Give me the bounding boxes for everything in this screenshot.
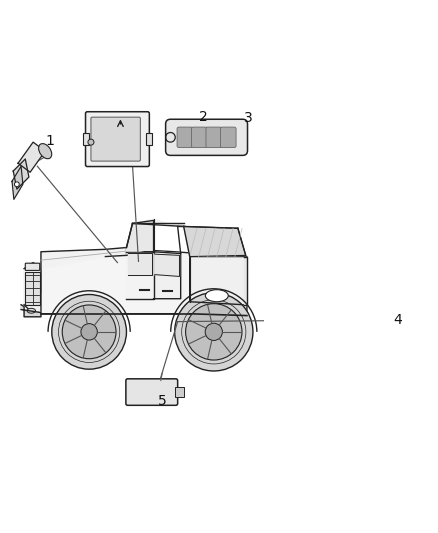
Text: 1: 1 bbox=[45, 134, 54, 148]
Polygon shape bbox=[41, 251, 247, 314]
Bar bbox=[372, 319, 381, 327]
Polygon shape bbox=[132, 219, 184, 227]
Circle shape bbox=[52, 295, 127, 369]
Bar bbox=[25, 272, 40, 305]
Bar bbox=[175, 387, 184, 397]
Circle shape bbox=[175, 293, 253, 371]
Circle shape bbox=[186, 304, 242, 360]
Ellipse shape bbox=[39, 143, 52, 159]
Polygon shape bbox=[127, 221, 154, 255]
FancyBboxPatch shape bbox=[25, 263, 40, 270]
Circle shape bbox=[62, 305, 116, 359]
Polygon shape bbox=[13, 159, 29, 189]
Circle shape bbox=[14, 182, 19, 187]
Polygon shape bbox=[128, 253, 152, 274]
FancyBboxPatch shape bbox=[220, 127, 236, 148]
Circle shape bbox=[88, 139, 94, 145]
Polygon shape bbox=[154, 252, 180, 298]
FancyBboxPatch shape bbox=[166, 119, 247, 156]
Polygon shape bbox=[155, 254, 180, 277]
Polygon shape bbox=[41, 247, 127, 269]
FancyBboxPatch shape bbox=[177, 127, 193, 148]
Polygon shape bbox=[12, 166, 23, 199]
Polygon shape bbox=[127, 252, 154, 298]
Polygon shape bbox=[21, 305, 41, 317]
Bar bbox=[82, 133, 88, 145]
Polygon shape bbox=[184, 227, 246, 256]
Text: 4: 4 bbox=[393, 313, 402, 327]
Text: 5: 5 bbox=[158, 394, 167, 408]
Polygon shape bbox=[18, 142, 45, 172]
Polygon shape bbox=[190, 256, 247, 305]
Text: 2: 2 bbox=[199, 110, 208, 124]
Polygon shape bbox=[244, 256, 247, 305]
FancyBboxPatch shape bbox=[91, 117, 140, 161]
FancyBboxPatch shape bbox=[191, 127, 207, 148]
Bar bbox=[146, 133, 152, 145]
Polygon shape bbox=[24, 263, 41, 314]
Ellipse shape bbox=[205, 290, 228, 302]
FancyBboxPatch shape bbox=[85, 112, 149, 166]
Circle shape bbox=[81, 324, 97, 340]
Ellipse shape bbox=[27, 309, 35, 313]
Circle shape bbox=[205, 323, 223, 341]
FancyBboxPatch shape bbox=[126, 379, 178, 405]
Text: 3: 3 bbox=[244, 111, 253, 125]
FancyBboxPatch shape bbox=[206, 127, 222, 148]
